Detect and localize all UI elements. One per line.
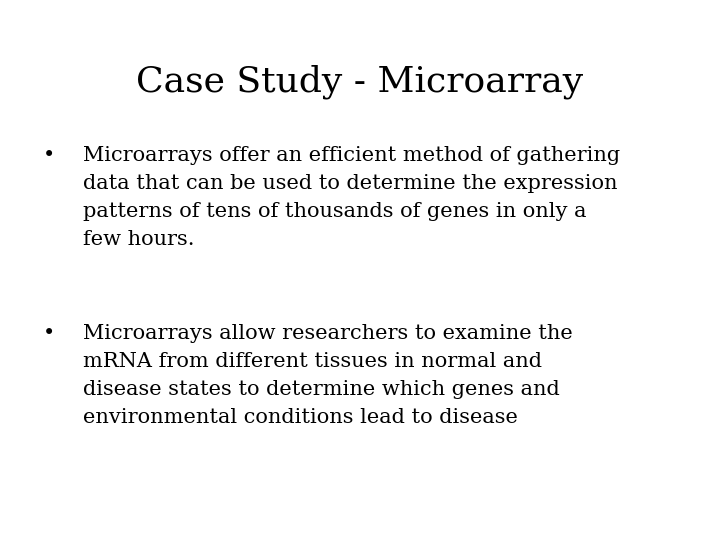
- Text: •: •: [43, 324, 55, 343]
- Text: Microarrays offer an efficient method of gathering
data that can be used to dete: Microarrays offer an efficient method of…: [83, 146, 620, 249]
- Text: •: •: [43, 146, 55, 165]
- Text: Case Study - Microarray: Case Study - Microarray: [136, 65, 584, 99]
- Text: Microarrays allow researchers to examine the
mRNA from different tissues in norm: Microarrays allow researchers to examine…: [83, 324, 572, 427]
